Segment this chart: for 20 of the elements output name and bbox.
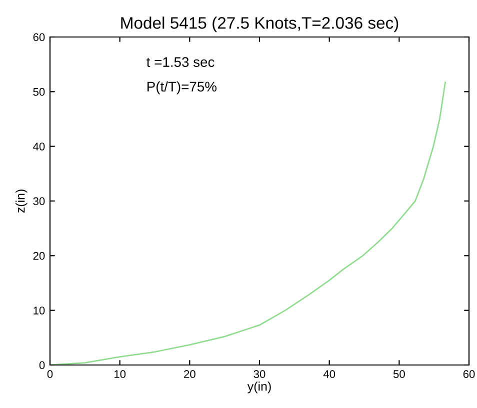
y-axis-title: z(in): [16, 190, 28, 213]
x-tick-label: 60: [463, 370, 475, 378]
y-tick-label: 30: [33, 197, 45, 206]
x-tick-label: 20: [184, 370, 196, 378]
y-tick-label: 10: [34, 306, 45, 314]
x-tick-label: 50: [393, 370, 405, 378]
x-tick-label: 10: [114, 370, 126, 378]
annotation: t =1.53 sec: [146, 57, 214, 67]
chart-title: Model 5415 (27.5 Knots,T=2.036 sec): [121, 16, 398, 32]
y-tick-label: 40: [33, 142, 45, 150]
x-axis-title: y(in): [247, 382, 271, 394]
x-tick-label: 30: [254, 370, 266, 378]
x-tick-label: 0: [47, 370, 53, 378]
annotation: P(t/T)=75%: [148, 81, 216, 94]
line-series: [50, 82, 446, 365]
y-tick-label: 60: [33, 33, 45, 42]
y-tick-label: 50: [33, 88, 45, 96]
x-tick-label: 40: [323, 370, 336, 378]
y-tick-label: 0: [39, 361, 45, 370]
y-tick-label: 20: [33, 252, 45, 260]
